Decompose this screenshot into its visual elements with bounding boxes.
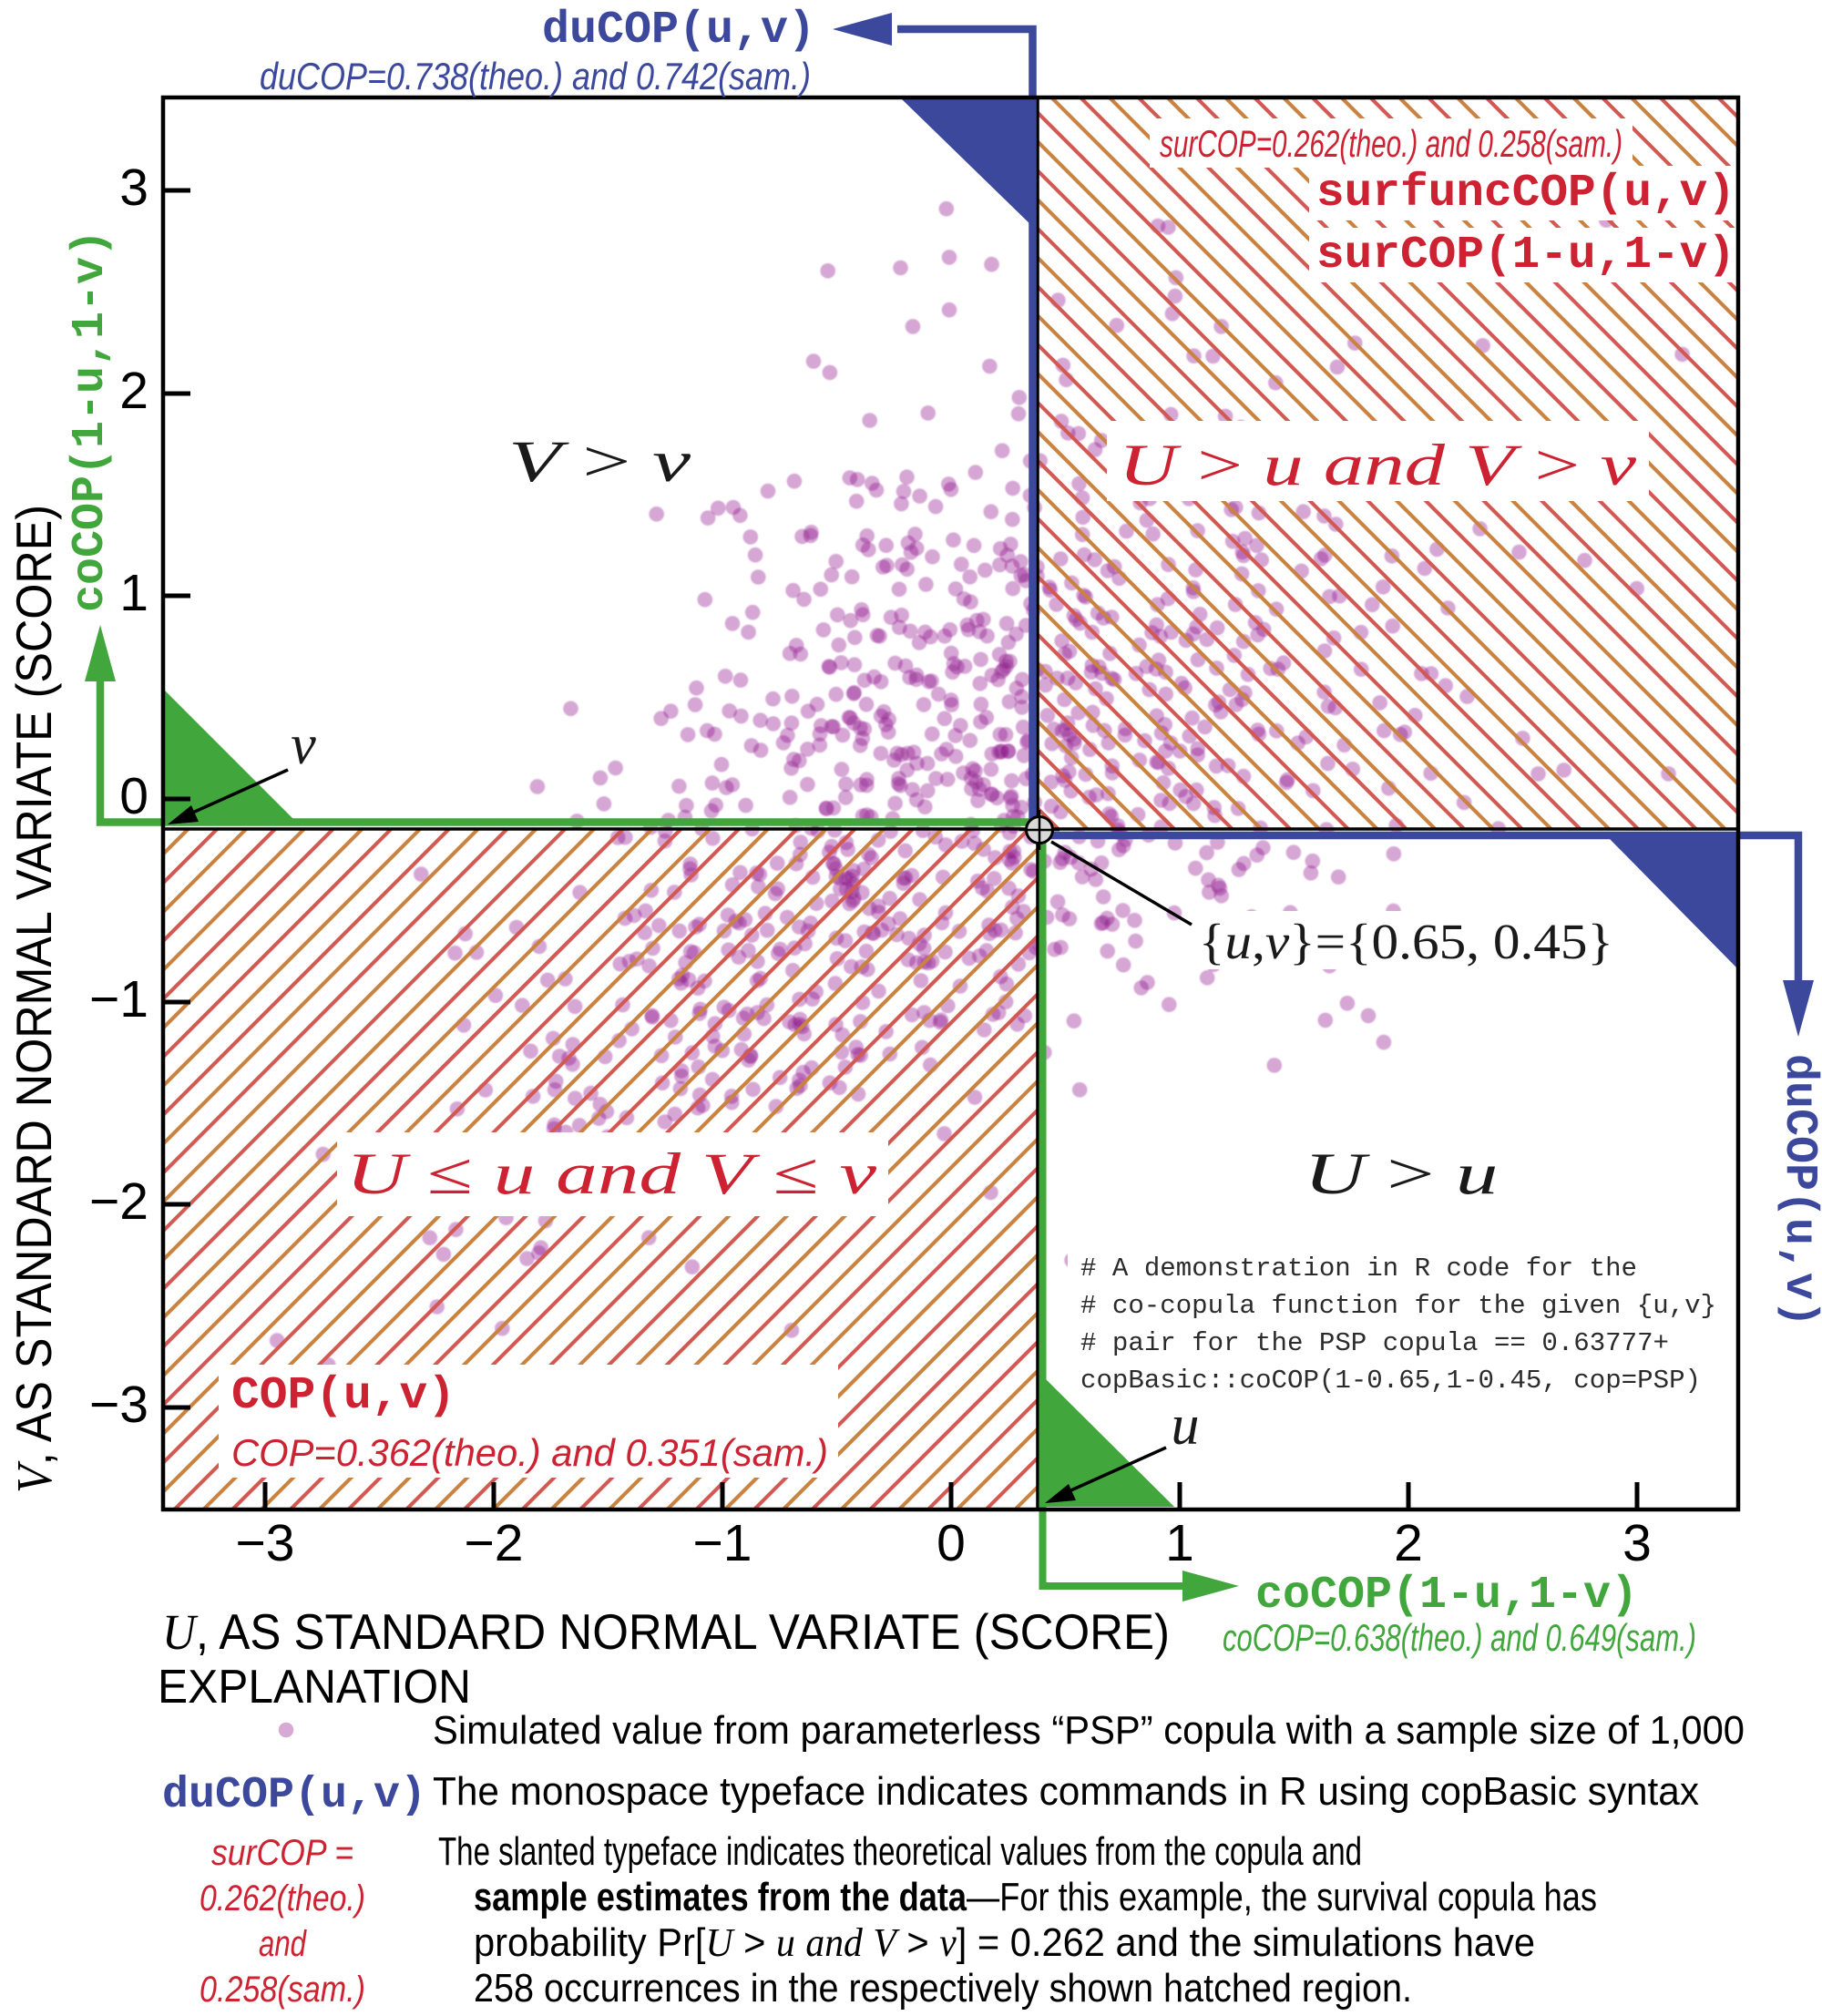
svg-text:# pair for the PSP copula == 0: # pair for the PSP copula == 0.63777+ [1080, 1328, 1669, 1358]
svg-text:−1: −1 [89, 970, 148, 1028]
svg-text:−3: −3 [89, 1376, 148, 1434]
svg-text:−1: −1 [693, 1514, 752, 1572]
svg-text:The slanted typeface indicates: The slanted typeface indicates theoretic… [438, 1829, 1362, 1874]
svg-text:surCOP(1-u,1-v): surCOP(1-u,1-v) [1316, 230, 1735, 281]
svg-text:0: 0 [937, 1514, 966, 1572]
svg-text:probability Pr[U > u and V >: probability Pr[U > u and V > v] = 0.262 … [474, 1920, 1535, 1965]
svg-text:copBasic::coCOP(1-0.65,1-0.45,: copBasic::coCOP(1-0.65,1-0.45, cop=PSP) [1080, 1366, 1701, 1396]
svg-text:The monospace typeface indicat: The monospace typeface indicates command… [433, 1769, 1699, 1814]
svg-text:V > v: V > v [508, 429, 691, 495]
svg-text:2: 2 [119, 362, 148, 420]
svg-text:# co-copula function for the g: # co-copula function for the given {u,v} [1080, 1291, 1716, 1321]
svg-text:coCOP(1-u,1-v): coCOP(1-u,1-v) [1255, 1570, 1638, 1622]
svg-text:COP(u,v): COP(u,v) [231, 1370, 456, 1422]
svg-text:EXPLANATION: EXPLANATION [158, 1661, 471, 1714]
svg-text:surfuncCOP(u,v): surfuncCOP(u,v) [1316, 168, 1735, 220]
svg-text:1: 1 [1165, 1514, 1194, 1572]
svg-text:1: 1 [119, 564, 148, 622]
svg-text:0.258(sam.): 0.258(sam.) [200, 1970, 365, 2010]
svg-text:coCOP(1-u,1-v): coCOP(1-u,1-v) [65, 230, 117, 612]
svg-text:−2: −2 [465, 1514, 524, 1572]
svg-text:surCOP=0.262(theo.) and 0.258(: surCOP=0.262(theo.) and 0.258(sam.) [1160, 122, 1622, 165]
svg-text:coCOP=0.638(theo.) and 0.649(s: coCOP=0.638(theo.) and 0.649(sam.) [1223, 1616, 1696, 1659]
svg-text:3: 3 [1622, 1514, 1652, 1572]
svg-text:2: 2 [1394, 1514, 1423, 1572]
svg-text:U > u: U > u [1305, 1141, 1499, 1207]
svg-text:u: u [1172, 1395, 1200, 1457]
svg-text:U ≤ u and V ≤ v: U ≤ u and V ≤ v [346, 1141, 876, 1207]
svg-text:sample estimates from the data: sample estimates from the data—For this … [474, 1875, 1597, 1919]
svg-text:duCOP=0.738(theo.) and 0.742(s: duCOP=0.738(theo.) and 0.742(sam.) [260, 55, 811, 97]
svg-text:3: 3 [119, 159, 148, 217]
svg-text:COP=0.362(theo.) and 0.351(sam: COP=0.362(theo.) and 0.351(sam.) [231, 1431, 828, 1474]
svg-text:duCOP(u,v): duCOP(u,v) [1773, 1054, 1822, 1327]
svg-text:and: and [259, 1924, 307, 1964]
svg-text:V, AS STANDARD NORMAL VARIATE: V, AS STANDARD NORMAL VARIATE (SCORE) [5, 505, 62, 1493]
svg-text:Simulated value from parameter: Simulated value from parameterless “PSP”… [433, 1708, 1745, 1753]
svg-text:U > u and V > v: U > u and V > v [1119, 433, 1636, 498]
svg-text:0.262(theo.): 0.262(theo.) [200, 1878, 365, 1919]
svg-text:surCOP =: surCOP = [211, 1833, 353, 1873]
svg-text:0: 0 [119, 767, 148, 825]
svg-text:258 occurrences in the respect: 258 occurrences in the respectively show… [474, 1966, 1412, 2011]
svg-text:duCOP(u,v): duCOP(u,v) [162, 1771, 426, 1820]
svg-text:duCOP(u,v): duCOP(u,v) [542, 5, 815, 56]
svg-text:v: v [291, 714, 316, 776]
svg-text:−2: −2 [89, 1172, 148, 1231]
svg-text:# A demonstration in R code fo: # A demonstration in R code for the [1080, 1254, 1637, 1284]
svg-text:−3: −3 [236, 1514, 295, 1572]
svg-text:U, AS STANDARD NORMAL VARIATE: U, AS STANDARD NORMAL VARIATE (SCORE) [162, 1603, 1170, 1660]
svg-text:{u,v}={0.65, 0.45}: {u,v}={0.65, 0.45} [1199, 914, 1613, 969]
